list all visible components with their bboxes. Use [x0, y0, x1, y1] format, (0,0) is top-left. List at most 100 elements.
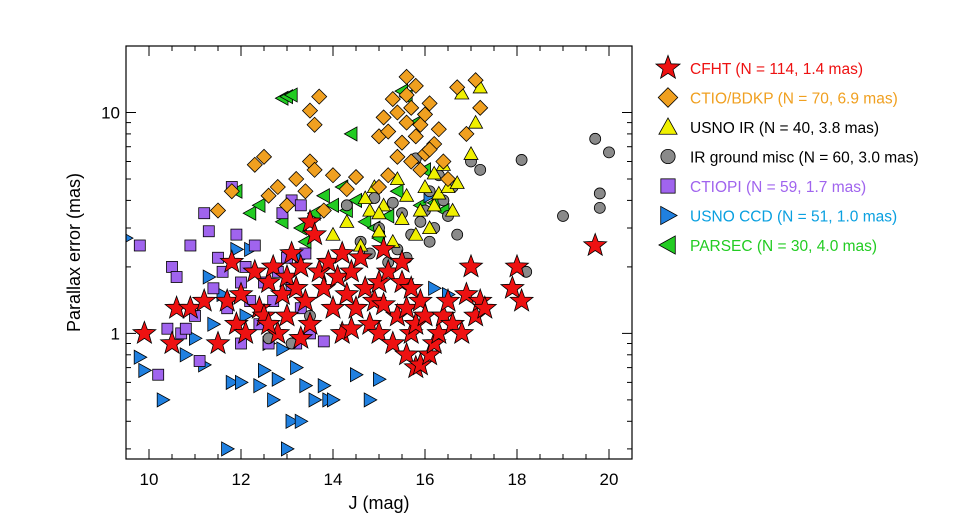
data-point: [257, 362, 272, 379]
data-point: [474, 163, 487, 176]
data-point: [398, 275, 424, 299]
data-point: [389, 249, 415, 273]
data-point: [593, 201, 606, 214]
data-point: [435, 153, 452, 170]
data-point: [428, 280, 443, 296]
data-point: [156, 392, 171, 408]
data-point: [582, 232, 608, 257]
data-point: [515, 154, 528, 166]
data-point: [223, 183, 240, 200]
data-point: [179, 347, 194, 363]
data-point: [308, 392, 323, 408]
data-point: [184, 239, 197, 252]
data-point: [290, 359, 305, 376]
data-point: [256, 269, 282, 294]
data-point: [248, 239, 261, 252]
data-point: [260, 253, 286, 278]
data-point: [207, 282, 220, 295]
data-point: [414, 215, 427, 228]
data-point: [451, 228, 464, 241]
data-point: [593, 187, 606, 200]
data-point: [269, 178, 286, 196]
data-point: [393, 134, 411, 151]
y-tick-label: 10: [101, 103, 120, 122]
y-tick-label: 1: [111, 324, 120, 343]
data-point: [242, 258, 268, 283]
data-point: [315, 202, 332, 219]
data-point: [398, 114, 415, 131]
data-point: [357, 190, 373, 205]
data-point: [423, 235, 436, 248]
data-point: [288, 253, 314, 278]
data-point: [325, 197, 340, 213]
data-point: [453, 281, 479, 306]
data-point: [371, 205, 387, 220]
data-point: [398, 187, 415, 202]
data-point: [166, 260, 178, 273]
data-point: [288, 325, 314, 349]
legend-label: PARSEC (N = 30, 4.0 mas): [690, 238, 877, 255]
data-point: [133, 349, 148, 365]
data-point: [416, 106, 434, 123]
data-point: [444, 202, 461, 217]
data-point: [458, 125, 475, 142]
data-point: [212, 251, 224, 264]
data-point: [230, 228, 243, 241]
data-point: [362, 202, 378, 217]
data-point: [421, 95, 438, 112]
data-point: [407, 128, 424, 145]
legend-label: CTIOPI (N = 59, 1.7 mas): [690, 179, 866, 196]
legend-label: USNO CCD (N = 51, 1.0 mas): [690, 209, 897, 226]
data-point: [389, 183, 404, 199]
data-point: [394, 211, 410, 225]
data-point: [348, 244, 374, 269]
data-point: [338, 315, 364, 340]
data-point: [159, 330, 185, 355]
data-point: [439, 170, 457, 188]
data-point: [339, 213, 355, 228]
data-point: [279, 240, 305, 265]
data-point: [288, 170, 305, 188]
data-point: [386, 196, 399, 209]
data-point: [329, 240, 355, 265]
data-point: [325, 226, 341, 241]
series-diamond: [209, 68, 489, 219]
data-point: [191, 287, 217, 312]
data-point: [407, 77, 424, 94]
data-point: [294, 413, 309, 429]
data-point: [246, 156, 263, 173]
data-point: [366, 269, 392, 294]
data-point: [343, 295, 369, 319]
data-point: [216, 265, 229, 278]
x-tick-label: 12: [232, 470, 251, 489]
data-point: [408, 226, 424, 241]
data-point: [349, 367, 364, 383]
data-point: [557, 210, 569, 222]
data-point: [292, 287, 318, 312]
data-point: [417, 179, 433, 193]
data-point: [267, 392, 282, 408]
x-tick-label: 14: [324, 470, 343, 489]
data-point: [280, 441, 295, 457]
data-point: [202, 225, 215, 238]
data-point: [366, 320, 392, 345]
data-point: [294, 199, 307, 212]
data-point: [126, 233, 134, 243]
data-point: [253, 377, 268, 394]
x-tick-label: 20: [600, 470, 619, 489]
data-point: [311, 275, 337, 299]
data-point: [297, 208, 323, 233]
data-point: [138, 362, 153, 379]
data-point: [311, 88, 328, 105]
data-point: [403, 153, 420, 170]
x-axis-ticks: 10 12 14 16 18 20: [125, 46, 633, 489]
data-point: [375, 109, 392, 126]
legend-marker: [660, 148, 676, 165]
data-point: [198, 207, 211, 220]
legend-label: CTIO/BDKP (N = 70, 6.9 mas): [690, 91, 898, 108]
data-point: [301, 102, 319, 119]
data-point: [338, 181, 355, 198]
y-axis-label: Parallax error (mas): [64, 173, 84, 332]
data-point: [152, 368, 165, 381]
y-axis-ticks: 1 10: [101, 45, 632, 450]
